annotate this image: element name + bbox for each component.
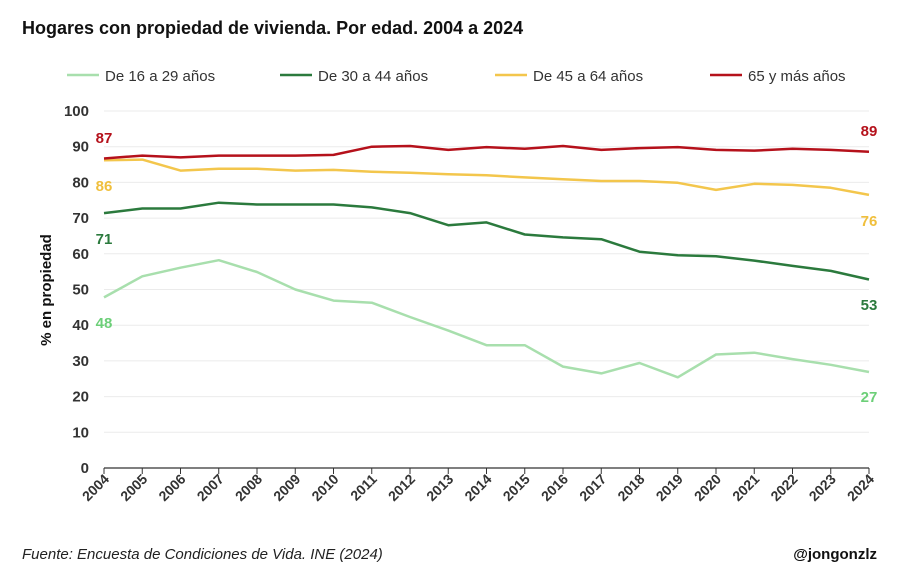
y-tick-label: 70 — [72, 210, 89, 227]
y-tick-label: 60 — [72, 246, 89, 263]
y-tick-label: 100 — [64, 103, 89, 120]
end-value-label: 76 — [861, 213, 878, 230]
legend: De 16 a 29 años De 30 a 44 años De 45 a 64… — [67, 68, 846, 85]
series-line — [103, 258, 870, 379]
x-tick-label: 2012 — [385, 471, 418, 504]
end-value-label: 89 — [861, 123, 878, 140]
source-note: Fuente: Encuesta de Condiciones de Vida.… — [22, 546, 383, 563]
x-tick-label: 2018 — [614, 471, 647, 504]
x-tick-label: 2020 — [691, 471, 724, 504]
y-tick-label: 10 — [72, 424, 89, 441]
end-labels: 48 27 71 53 86 76 87 89 — [96, 123, 878, 406]
start-value-label: 86 — [96, 178, 113, 195]
x-tick-label: 2021 — [729, 471, 762, 504]
x-tick-label: 2015 — [500, 471, 533, 504]
chart-title: Hogares con propiedad de vivienda. Por e… — [22, 18, 523, 38]
y-axis-ticks: 0 10 20 30 40 50 60 70 80 90 100 — [64, 103, 89, 477]
start-value-label: 48 — [96, 315, 113, 332]
series-line — [103, 158, 870, 197]
x-tick-label: 2011 — [347, 471, 380, 504]
y-tick-label: 20 — [72, 389, 89, 406]
y-tick-label: 90 — [72, 139, 89, 156]
y-tick-label: 40 — [72, 317, 89, 334]
x-tick-label: 2008 — [232, 471, 265, 504]
end-value-label: 53 — [861, 297, 878, 314]
x-tick-label: 2010 — [308, 471, 341, 504]
legend-entry: De 30 a 44 años — [318, 68, 428, 85]
legend-entry: De 45 a 64 años — [533, 68, 643, 85]
x-tick-label: 2017 — [576, 471, 609, 504]
x-tick-label: 2007 — [194, 471, 227, 504]
x-tick-label: 2006 — [155, 471, 188, 504]
x-tick-label: 2016 — [538, 471, 571, 504]
y-tick-label: 30 — [72, 353, 89, 370]
legend-entry: 65 y más años — [748, 68, 846, 85]
author-handle: @jongonzlz — [793, 546, 877, 563]
gridlines — [104, 110, 869, 433]
x-tick-label: 2022 — [767, 471, 800, 504]
x-tick-label: 2023 — [806, 471, 839, 504]
x-tick-label: 2009 — [270, 471, 303, 504]
x-tick-label: 2013 — [423, 471, 456, 504]
series-lines — [103, 144, 870, 379]
x-tick-label: 2014 — [461, 471, 494, 504]
x-axis: 2004 2005 2006 2007 2008 2009 2010 2011 2012 2013… — [79, 467, 877, 504]
start-value-label: 71 — [96, 231, 113, 248]
y-tick-label: 50 — [72, 282, 89, 299]
y-axis-label: % en propiedad — [38, 234, 55, 346]
x-tick-label: 2024 — [844, 471, 877, 504]
y-tick-label: 0 — [81, 460, 89, 477]
end-value-label: 27 — [861, 389, 878, 406]
series-line — [103, 144, 870, 160]
y-tick-label: 80 — [72, 174, 89, 191]
x-tick-label: 2005 — [117, 471, 150, 504]
x-tick-label: 2019 — [653, 471, 686, 504]
start-value-label: 87 — [96, 130, 113, 147]
series-line — [103, 201, 870, 281]
legend-entry: De 16 a 29 años — [105, 68, 215, 85]
